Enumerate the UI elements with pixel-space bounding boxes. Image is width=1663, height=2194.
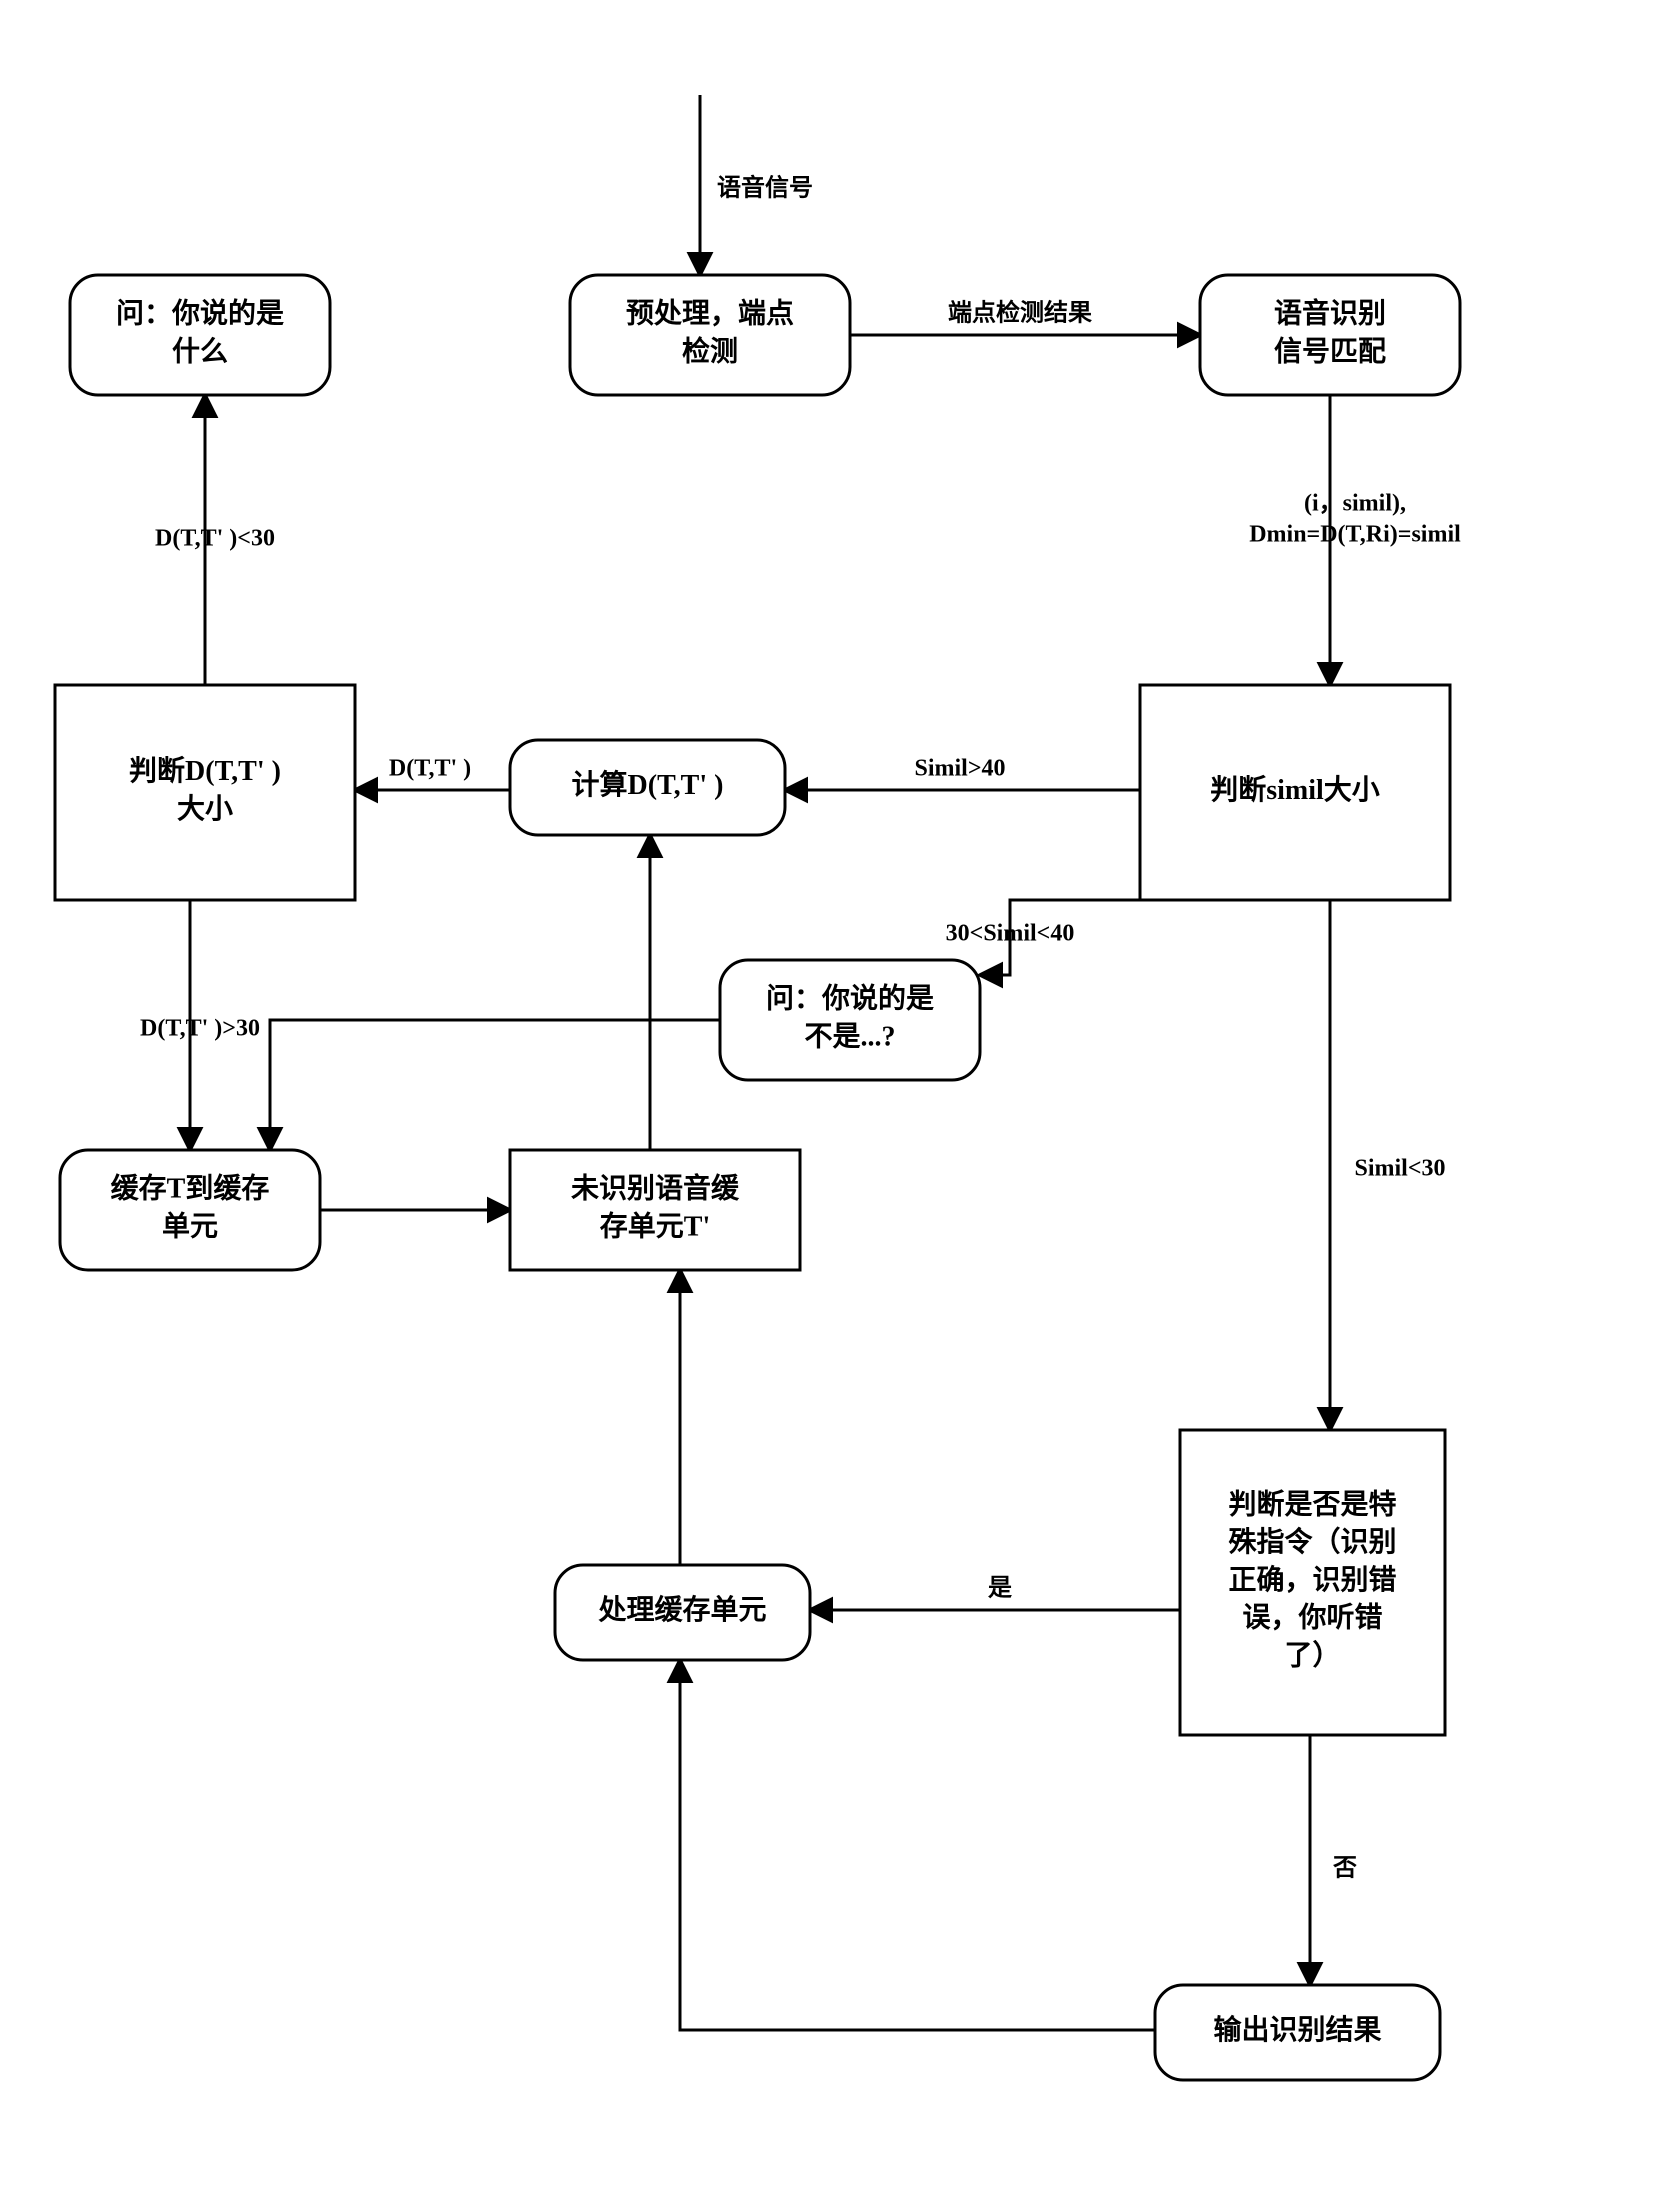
n_special-line-0: 判断是否是特 xyxy=(1228,1487,1396,1520)
n_special: 判断是否是特殊指令（识别正确，识别错误，你听错了） xyxy=(1180,1430,1445,1735)
n_calc_dtt-line-0: 计算D(T,T' ) xyxy=(572,768,724,801)
n_ask_isnot-line-0: 问：你说的是 xyxy=(766,982,934,1015)
n_special-line-4: 了） xyxy=(1284,1639,1340,1672)
e_dtt_val-label: D(T,T' ) xyxy=(389,756,471,782)
n_unrecog: 未识别语音缓存单元T' xyxy=(510,1150,800,1270)
n_match-line-0: 语音识别 xyxy=(1274,297,1386,330)
n_judge_dtt-line-0: 判断D(T,T' ) xyxy=(129,754,281,787)
n_preproc-line-1: 检测 xyxy=(682,334,738,367)
e_spec_yes: 是 xyxy=(810,1576,1180,1611)
n_preproc: 预处理，端点检测 xyxy=(570,275,850,395)
e_sim_lt30-label: Simil<30 xyxy=(1354,1156,1445,1182)
e_match_down-label-1: Dmin=D(T,Ri)=simil xyxy=(1249,522,1461,548)
e_sim_gt40-label: Simil>40 xyxy=(914,756,1005,782)
e_sim_lt30: Simil<30 xyxy=(1330,900,1446,1430)
n_judge_dtt-line-1: 大小 xyxy=(177,793,233,825)
e_endpoint: 端点检测结果 xyxy=(850,299,1200,336)
e_sim_gt40: Simil>40 xyxy=(785,756,1140,791)
n_output-line-0: 输出识别结果 xyxy=(1213,2013,1381,2046)
n_judge_sim-line-0: 判断simil大小 xyxy=(1210,773,1380,806)
e_spec_no: 否 xyxy=(1310,1735,1357,1985)
n_judge_sim: 判断simil大小 xyxy=(1140,685,1450,900)
e_ask_cache xyxy=(270,1020,720,1150)
n_cache_t: 缓存T到缓存单元 xyxy=(60,1150,320,1270)
e_endpoint-label: 端点检测结果 xyxy=(948,299,1092,327)
n_cache_t-line-1: 单元 xyxy=(162,1210,218,1242)
n_ask_isnot-line-1: 不是...? xyxy=(804,1021,895,1052)
e_dtt_lt30: D(T,T' )<30 xyxy=(155,395,275,685)
n_judge_dtt: 判断D(T,T' ) 大小 xyxy=(55,685,355,900)
n_ask_what-line-1: 什么 xyxy=(172,335,228,367)
n_special-line-2: 正确，识别错 xyxy=(1228,1563,1396,1596)
flowchart-canvas: 语音信号端点检测结果 (i，simil), Dmin=D(T,Ri)=simil Si… xyxy=(0,0,1663,2194)
e_sim_mid: 30<Simil<40 xyxy=(946,900,1140,975)
n_proc_cache: 处理缓存单元 xyxy=(555,1565,810,1660)
e_match_down-label-0: (i，simil), xyxy=(1304,491,1406,517)
n_ask_isnot: 问：你说的是不是...? xyxy=(720,960,980,1080)
n_output: 输出识别结果 xyxy=(1155,1985,1440,2080)
n_unrecog-line-0: 未识别语音缓 xyxy=(571,1172,740,1205)
n_match: 语音识别信号匹配 xyxy=(1200,275,1460,395)
n_proc_cache-line-0: 处理缓存单元 xyxy=(597,1593,766,1626)
n_ask_what: 问：你说的是什么 xyxy=(70,275,330,395)
n_special-line-3: 误，你听错 xyxy=(1242,1602,1382,1634)
e_sim_mid-label: 30<Simil<40 xyxy=(946,921,1075,947)
n_ask_what-line-0: 问：你说的是 xyxy=(116,297,284,330)
e_dtt_gt30-label: D(T,T' )>30 xyxy=(140,1016,260,1042)
e_out_proc xyxy=(680,1660,1155,2030)
e_spec_no-label: 否 xyxy=(1332,1856,1357,1882)
e_signal: 语音信号 xyxy=(700,95,813,275)
n_special-line-1: 殊指令（识别 xyxy=(1228,1525,1396,1558)
n_match-line-1: 信号匹配 xyxy=(1274,335,1386,367)
n_cache_t-line-0: 缓存T到缓存 xyxy=(111,1172,270,1205)
e_dtt_gt30: D(T,T' )>30 xyxy=(140,900,260,1150)
n_unrecog-line-1: 存单元T' xyxy=(600,1209,710,1242)
e_dtt_val: D(T,T' ) xyxy=(355,756,510,791)
n_calc_dtt: 计算D(T,T' ) xyxy=(510,740,785,835)
e_signal-label: 语音信号 xyxy=(717,174,813,202)
e_spec_yes-label: 是 xyxy=(988,1576,1012,1602)
n_preproc-line-0: 预处理，端点 xyxy=(626,298,794,330)
e_dtt_lt30-label: D(T,T' )<30 xyxy=(155,526,275,552)
e_match_down: (i，simil), Dmin=D(T,Ri)=simil xyxy=(1249,395,1461,685)
